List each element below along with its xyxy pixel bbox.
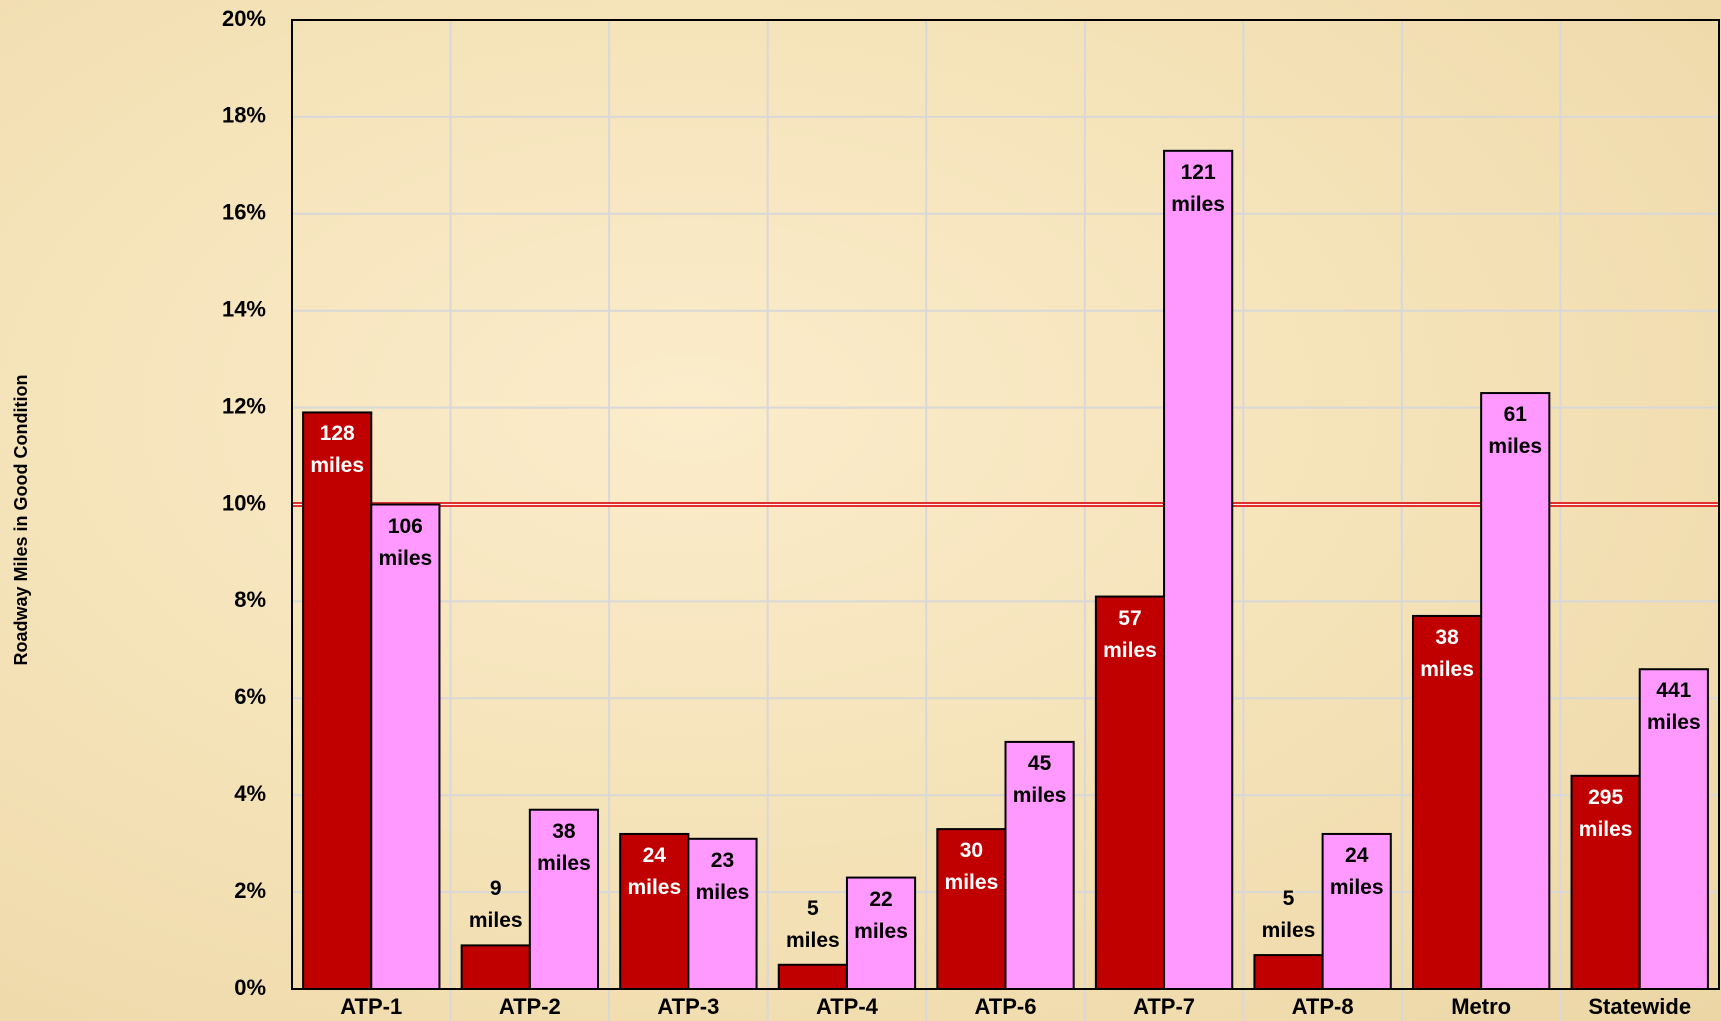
data-label: 38 miles bbox=[537, 819, 591, 875]
bar bbox=[1321, 832, 1392, 991]
bar bbox=[777, 963, 848, 991]
data-label: 128 miles bbox=[310, 422, 365, 478]
y-axis-label: Roadway Miles in Good Condition bbox=[11, 375, 31, 666]
y-tick-label: 14% bbox=[222, 297, 266, 322]
data-label: 45 miles bbox=[1012, 751, 1067, 807]
y-tick-label: 10% bbox=[222, 490, 266, 515]
data-label: 5 miles bbox=[1261, 887, 1316, 943]
x-tick-label: ATP-6 bbox=[975, 994, 1037, 1019]
data-label: 22 miles bbox=[854, 887, 908, 943]
data-label: 61 miles bbox=[1488, 403, 1543, 459]
bar bbox=[302, 411, 373, 990]
bar bbox=[936, 828, 1007, 990]
y-tick-label: 12% bbox=[222, 393, 266, 418]
y-tick-label: 8% bbox=[234, 587, 266, 612]
data-label: 106 miles bbox=[378, 514, 433, 570]
x-tick-label: ATP-8 bbox=[1292, 994, 1354, 1019]
x-tick-label: Metro bbox=[1451, 994, 1511, 1019]
x-tick-label: ATP-2 bbox=[499, 994, 561, 1019]
y-tick-label: 18% bbox=[222, 103, 266, 128]
x-tick-label: ATP-4 bbox=[816, 994, 879, 1019]
data-label: 295 miles bbox=[1578, 785, 1633, 841]
bar bbox=[1253, 954, 1324, 991]
y-tick-label: 2% bbox=[234, 878, 266, 903]
y-tick-label: 6% bbox=[234, 684, 266, 709]
data-label: 24 miles bbox=[627, 843, 682, 899]
y-tick-label: 16% bbox=[222, 200, 266, 225]
bar bbox=[1480, 392, 1551, 990]
x-tick-label: ATP-7 bbox=[1133, 994, 1195, 1019]
data-label: 24 miles bbox=[1329, 843, 1384, 899]
x-tick-label: Statewide bbox=[1588, 994, 1691, 1019]
data-label: 121 miles bbox=[1171, 160, 1225, 216]
bar bbox=[1411, 614, 1483, 990]
data-label: 38 miles bbox=[1420, 625, 1474, 681]
data-label: 5 miles bbox=[785, 896, 840, 952]
data-label: 30 miles bbox=[944, 839, 999, 895]
data-label: 57 miles bbox=[1103, 606, 1157, 662]
bar bbox=[460, 944, 531, 991]
x-tick-label: ATP-3 bbox=[657, 994, 719, 1019]
bar bbox=[687, 837, 758, 990]
x-tick-label: ATP-1 bbox=[340, 994, 402, 1019]
bar bbox=[528, 808, 600, 990]
data-label: 23 miles bbox=[695, 848, 750, 904]
bar bbox=[845, 876, 917, 990]
bar bbox=[1638, 668, 1709, 990]
data-label: 441 miles bbox=[1646, 679, 1701, 735]
bar bbox=[370, 503, 441, 990]
y-tick-label: 20% bbox=[222, 6, 266, 31]
y-tick-label: 4% bbox=[234, 781, 266, 806]
y-tick-label: 0% bbox=[234, 975, 266, 1000]
bar bbox=[1163, 149, 1234, 990]
plot-frame bbox=[291, 19, 1720, 990]
data-label: 9 miles bbox=[468, 877, 523, 933]
